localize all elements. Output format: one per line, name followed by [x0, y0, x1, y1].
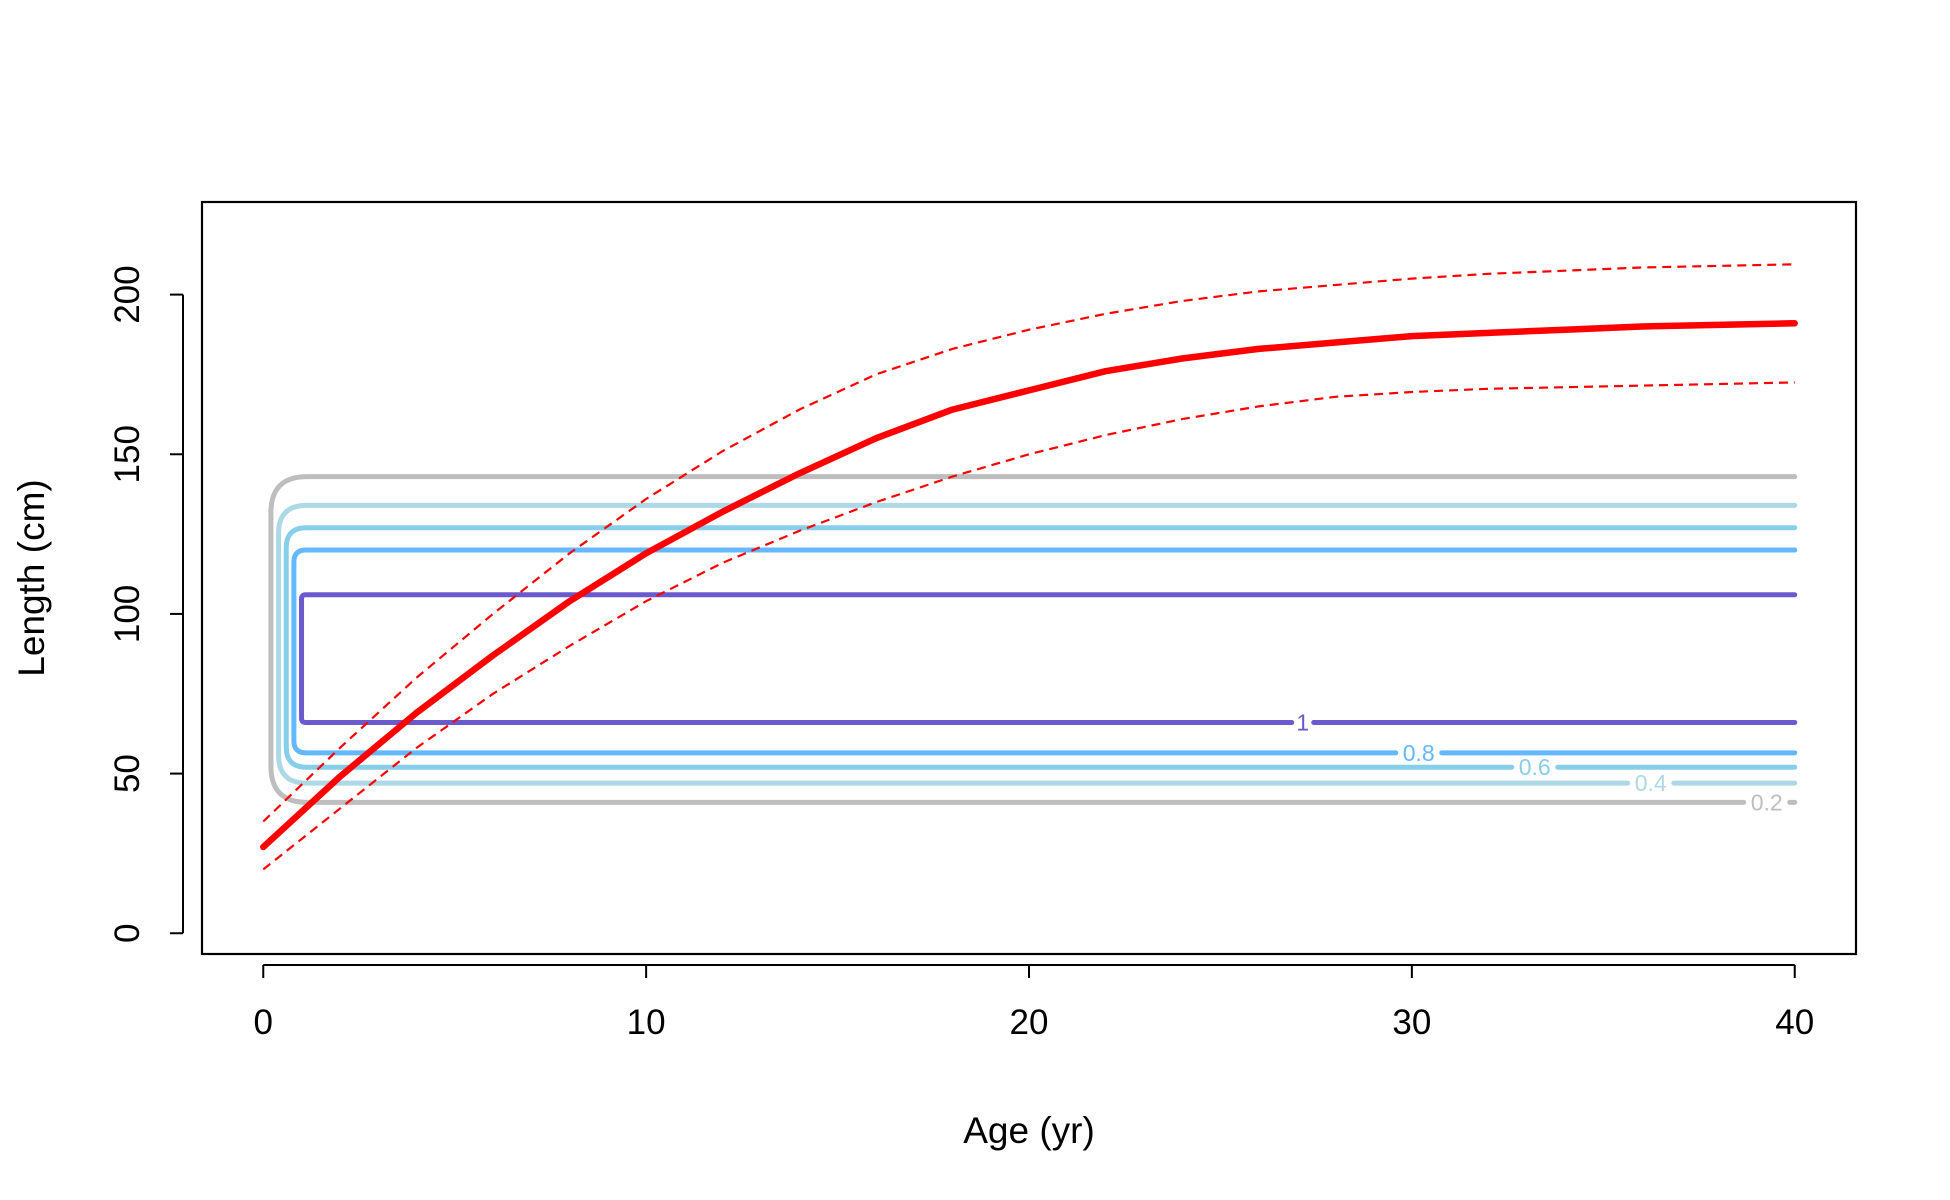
contour-line-0-2	[268, 474, 1798, 805]
y-axis: 0 50 100 150 200	[108, 265, 184, 943]
contour-line-0-8	[291, 547, 1798, 756]
x-tick-label: 30	[1392, 1003, 1431, 1042]
y-tick-label: 0	[108, 924, 147, 943]
y-axis-title: Length (cm)	[11, 479, 52, 676]
selectivity-contours: 1 0.8 0.6 0.4 0.2	[268, 474, 1798, 815]
contour-line-0-4	[276, 502, 1798, 786]
contour-label: 0.2	[1751, 789, 1783, 815]
x-tick-label: 20	[1010, 1003, 1049, 1042]
upper-bound-line	[262, 263, 1795, 823]
x-tick-label: 10	[627, 1003, 666, 1042]
y-tick-label: 150	[108, 425, 147, 483]
contour-line-0-6	[283, 525, 1798, 770]
contour-label: 0.4	[1635, 770, 1667, 796]
growth-curves	[260, 263, 1798, 871]
y-tick-label: 200	[108, 265, 147, 323]
x-axis-title: Age (yr)	[963, 1110, 1095, 1151]
x-tick-label: 0	[254, 1003, 273, 1042]
x-axis: 0 10 20 30 40	[254, 964, 1814, 1042]
y-tick-label: 50	[108, 754, 147, 793]
contour-label: 0.8	[1403, 740, 1435, 766]
y-tick-label: 100	[108, 585, 147, 643]
plot-frame	[200, 200, 1858, 956]
contour-label: 0.6	[1519, 754, 1551, 780]
lower-bound-line	[262, 381, 1795, 871]
contour-line-1	[299, 592, 1798, 725]
mean-growth-line	[260, 320, 1798, 851]
contour-label: 1	[1296, 709, 1309, 735]
x-tick-label: 40	[1775, 1003, 1814, 1042]
